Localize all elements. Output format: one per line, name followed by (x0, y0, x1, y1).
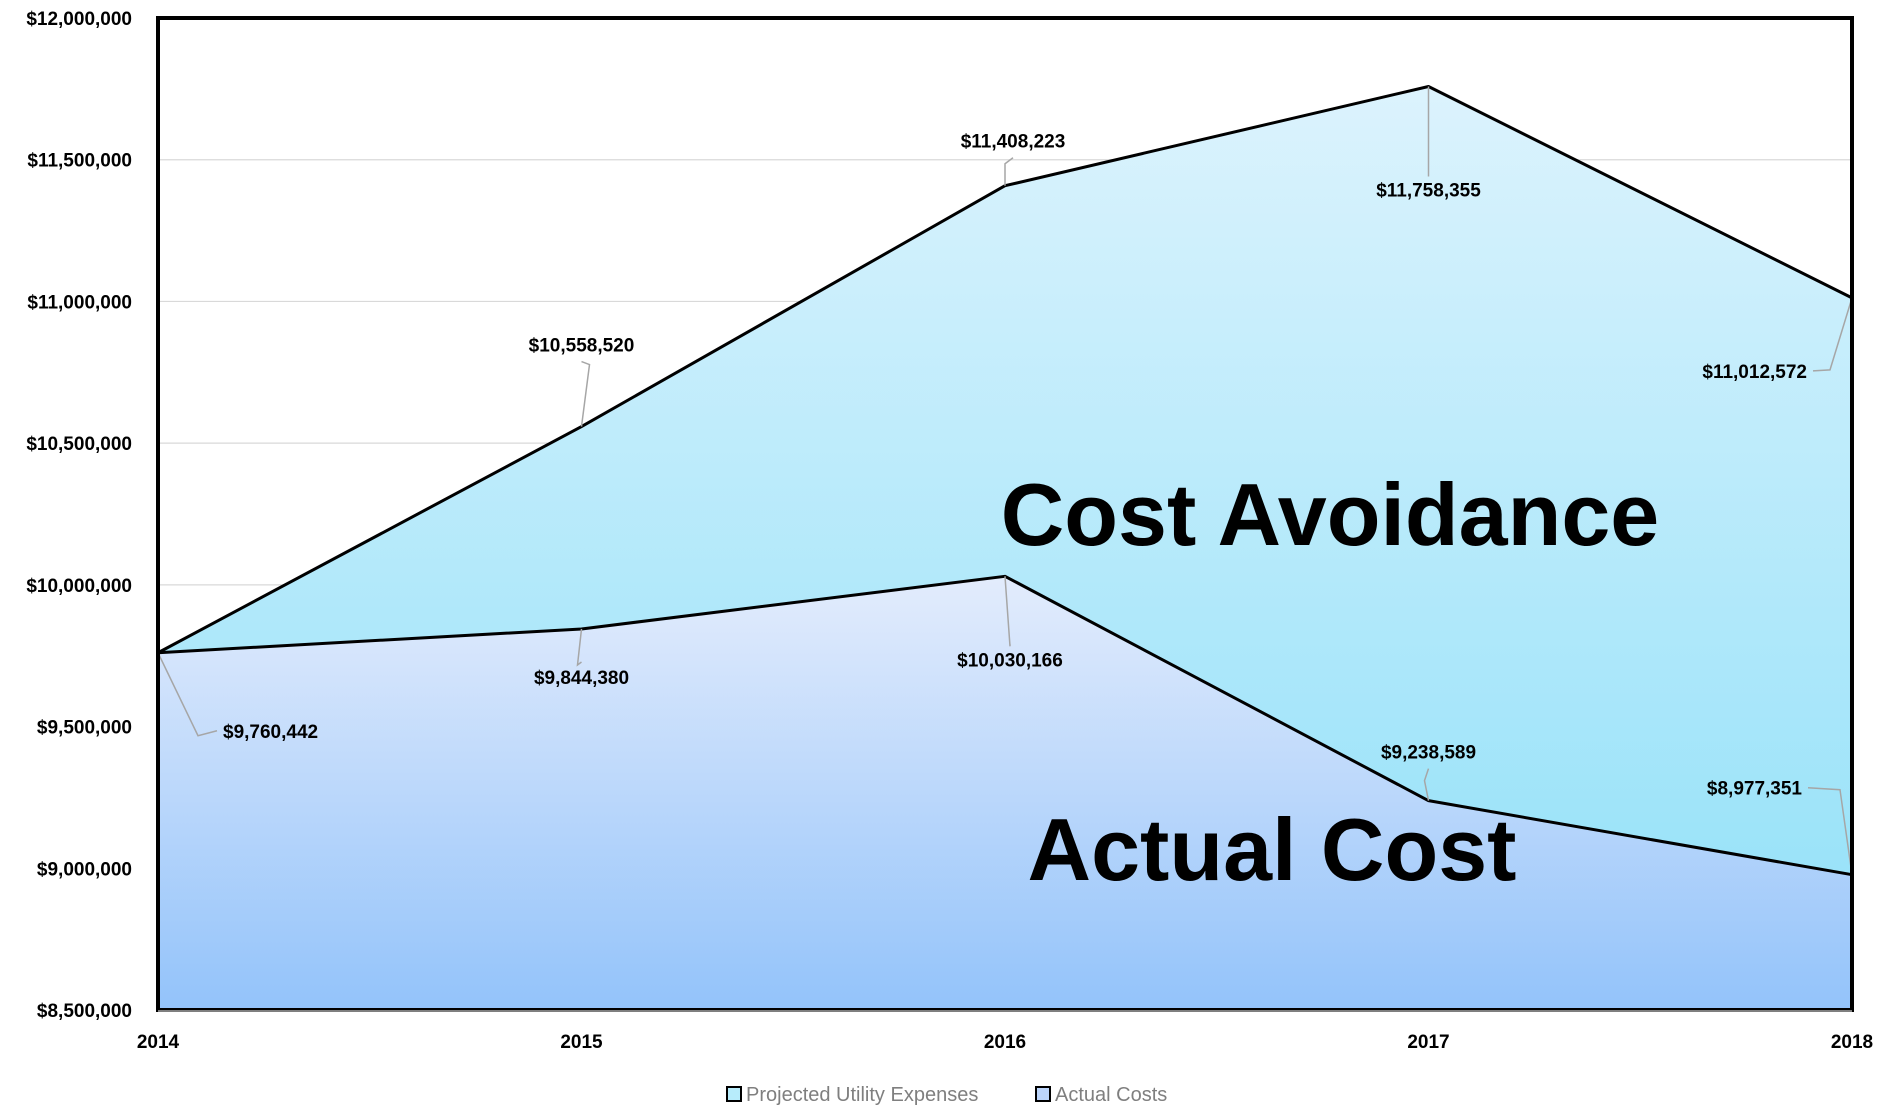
data-label: $10,030,166 (957, 650, 1063, 671)
y-tick-label: $8,500,000 (37, 1001, 132, 1022)
y-axis-ticks: $8,500,000 $9,000,000 $9,500,000 $10,000,00… (26, 9, 132, 1022)
x-tick-label: 2016 (984, 1032, 1026, 1053)
legend-swatch-actual (1035, 1086, 1051, 1102)
label-leader-lines (157, 86, 1853, 875)
leader-line (1004, 576, 1011, 647)
annotation-cost-avoidance: Cost Avoidance (1001, 465, 1660, 564)
y-tick-label: $10,000,000 (26, 576, 132, 597)
leader-line (580, 360, 591, 427)
leader-line (157, 652, 218, 737)
x-tick-label: 2015 (560, 1032, 603, 1053)
x-axis-ticks: 2014 2015 2016 2017 2018 (137, 1032, 1873, 1053)
leader-line (576, 628, 583, 667)
data-label: $11,012,572 (1702, 362, 1807, 383)
leader-line (1423, 768, 1430, 801)
y-tick-label: $10,500,000 (26, 434, 132, 455)
legend-label-projected: Projected Utility Expenses (746, 1084, 978, 1106)
data-label: $9,844,380 (534, 668, 629, 689)
y-tick-label: $11,000,000 (27, 292, 132, 313)
legend: Projected Utility Expenses Actual Costs (726, 1084, 1167, 1106)
legend-item-projected[interactable]: Projected Utility Expenses (726, 1084, 978, 1106)
data-label: $11,408,223 (961, 132, 1066, 153)
data-label: $9,760,442 (223, 722, 318, 743)
data-label: $10,558,520 (529, 336, 635, 357)
legend-item-actual[interactable]: Actual Costs (1035, 1084, 1167, 1106)
data-label: $8,977,351 (1707, 779, 1803, 800)
x-tick-label: 2018 (1831, 1032, 1873, 1053)
leader-line (1807, 786, 1853, 875)
x-tick-label: 2014 (137, 1032, 180, 1053)
legend-label-actual: Actual Costs (1055, 1084, 1167, 1106)
data-labels: $10,558,520 $11,408,223 $11,758,355 $11,012… (223, 132, 1807, 800)
area-actual (158, 576, 1852, 1010)
leader-line (1004, 157, 1014, 186)
legend-swatch-projected (726, 1086, 742, 1102)
y-tick-label: $11,500,000 (27, 151, 132, 172)
data-label: $11,758,355 (1376, 180, 1481, 201)
plot-frame (156, 16, 1854, 1012)
x-tick-label: 2017 (1407, 1032, 1449, 1053)
y-tick-label: $9,500,000 (37, 718, 132, 739)
y-tick-label: $12,000,000 (26, 9, 132, 30)
leader-line (1812, 297, 1853, 372)
y-tick-label: $9,000,000 (37, 859, 132, 880)
annotation-actual-cost: Actual Cost (1028, 800, 1517, 899)
data-label: $9,238,589 (1381, 743, 1476, 764)
